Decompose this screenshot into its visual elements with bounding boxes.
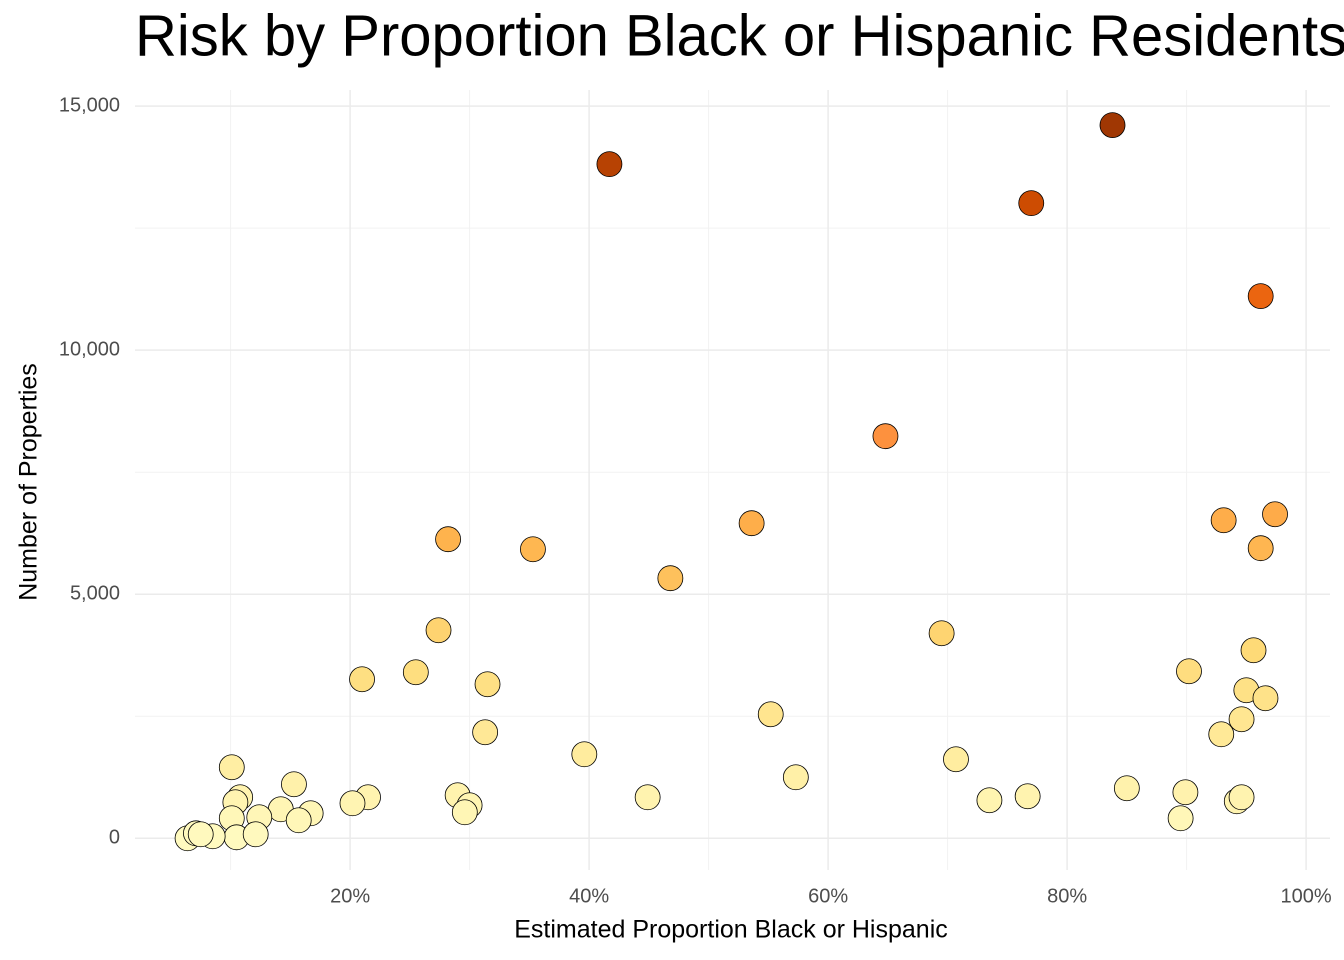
point bbox=[1167, 805, 1194, 832]
point bbox=[1210, 507, 1237, 534]
point bbox=[1113, 775, 1140, 802]
y-tick-label: 5,000 bbox=[70, 582, 120, 604]
grid bbox=[135, 90, 1330, 870]
point bbox=[281, 771, 307, 798]
point bbox=[1172, 779, 1199, 806]
point bbox=[782, 764, 809, 791]
point bbox=[1247, 535, 1274, 562]
y-tick-label: 15,000 bbox=[59, 94, 120, 116]
point bbox=[1014, 783, 1041, 810]
y-tick-label: 10,000 bbox=[59, 338, 120, 360]
point bbox=[1247, 283, 1274, 310]
x-axis-title: Estimated Proportion Black or Hispanic bbox=[514, 916, 948, 944]
point bbox=[218, 754, 245, 781]
point bbox=[943, 746, 969, 773]
point bbox=[1252, 685, 1279, 712]
x-tick-label: 80% bbox=[1047, 885, 1087, 907]
point bbox=[872, 423, 899, 450]
point bbox=[349, 666, 375, 693]
point bbox=[1228, 706, 1255, 733]
point bbox=[1240, 637, 1267, 664]
point bbox=[571, 741, 598, 768]
point bbox=[187, 821, 214, 848]
point bbox=[1099, 112, 1126, 138]
points bbox=[174, 112, 1288, 852]
point bbox=[1208, 721, 1235, 748]
point bbox=[928, 620, 955, 647]
point bbox=[757, 701, 784, 728]
point bbox=[738, 510, 765, 537]
x-tick-label: 40% bbox=[569, 885, 609, 907]
point bbox=[242, 821, 269, 848]
point bbox=[472, 719, 499, 746]
point bbox=[596, 151, 623, 178]
point bbox=[1018, 190, 1045, 217]
x-tick-label: 20% bbox=[330, 885, 370, 907]
point bbox=[435, 526, 461, 553]
point bbox=[520, 536, 546, 563]
x-tick-label: 60% bbox=[808, 885, 848, 907]
point bbox=[657, 565, 684, 592]
point bbox=[1176, 658, 1202, 685]
x-tick-label: 100% bbox=[1281, 885, 1332, 907]
point bbox=[976, 787, 1003, 814]
point bbox=[634, 784, 661, 811]
point bbox=[402, 659, 429, 686]
y-axis-title: Number of Properties bbox=[15, 363, 43, 601]
chart-title: Risk by Proportion Black or Hispanic Res… bbox=[135, 3, 1344, 68]
point bbox=[425, 617, 452, 644]
point bbox=[1228, 784, 1255, 811]
y-tick-label: 0 bbox=[109, 827, 120, 849]
point bbox=[1262, 501, 1288, 528]
point bbox=[474, 671, 501, 698]
point bbox=[285, 807, 312, 834]
point bbox=[339, 790, 366, 817]
point bbox=[451, 799, 478, 826]
